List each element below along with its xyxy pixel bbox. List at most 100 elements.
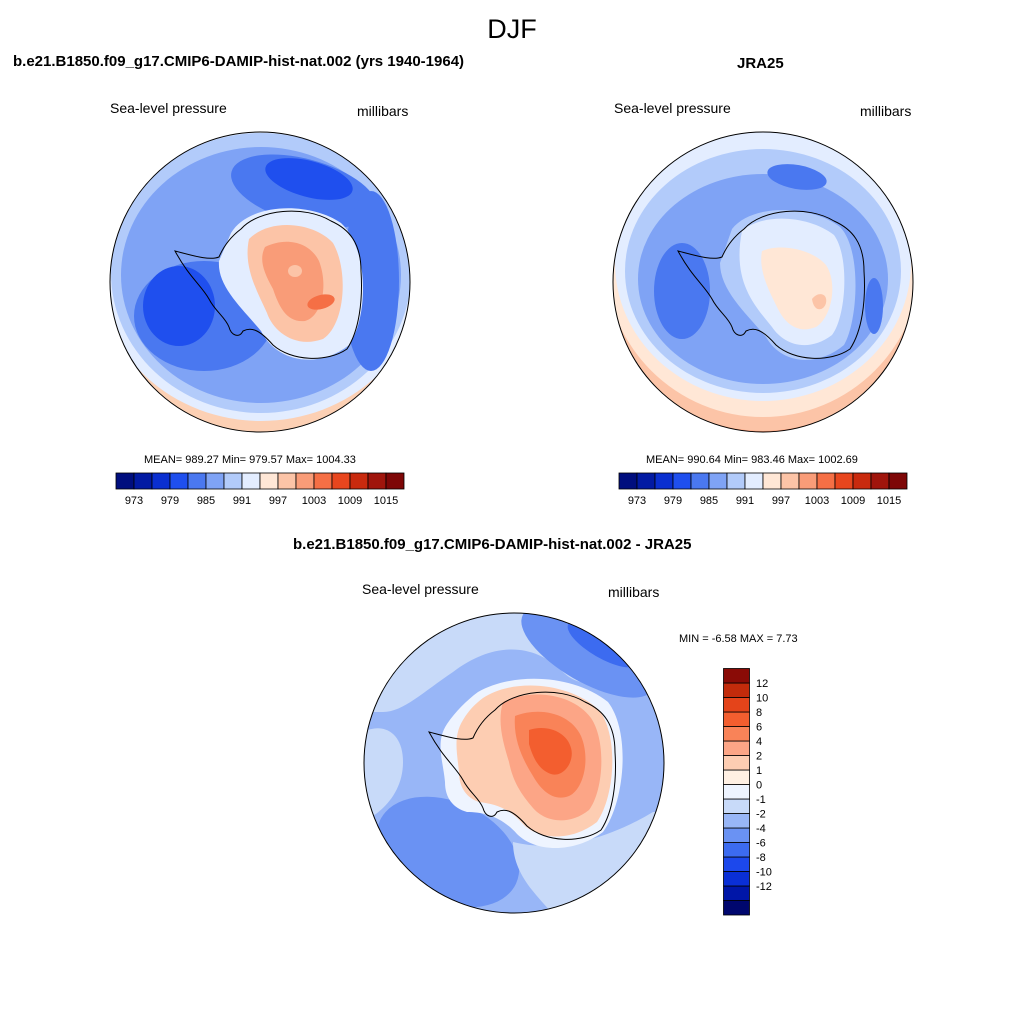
panel2-colorbar-tick-label: 997 xyxy=(772,495,790,507)
panel1-field-continent-high xyxy=(262,241,324,322)
panel3-colorbar-tick-label: 4 xyxy=(756,736,762,748)
panel3-title: b.e21.B1850.f09_g17.CMIP6-DAMIP-hist-nat… xyxy=(293,536,692,553)
panel1-colorbar: 973 979 985 991 997 1003 1009 1015 xyxy=(115,472,405,507)
panel2-map-border xyxy=(612,131,914,433)
panel3-low-north xyxy=(521,613,655,698)
panel2-colorbar-box xyxy=(672,472,692,490)
panel3-colorbar-box xyxy=(723,885,750,901)
panel1-colorbar-box xyxy=(241,472,261,490)
panel1-title: b.e21.B1850.f09_g17.CMIP6-DAMIP-hist-nat… xyxy=(13,53,465,70)
panel1-colorbar-tick-label: 997 xyxy=(269,495,287,507)
panel3-field-maximum xyxy=(529,728,572,775)
panel3-colorbar-box xyxy=(723,827,750,843)
panel2-colorbar-box xyxy=(726,472,746,490)
panel3-colorbar-box xyxy=(723,697,750,713)
panel2-colorbar-box xyxy=(618,472,638,490)
panel2-colorbar-box xyxy=(708,472,728,490)
panel2-colorbar-box xyxy=(744,472,764,490)
panel2-colorbar-tick-label: 1015 xyxy=(877,495,901,507)
panel2-colorbar-box xyxy=(690,472,710,490)
panel1-colorbar-box xyxy=(223,472,243,490)
panel2-colorbar: 973 979 985 991 997 1003 1009 1015 xyxy=(618,472,908,507)
panel1-colorbar-box xyxy=(277,472,297,490)
panel3-colorbar-box xyxy=(723,740,750,756)
panel2-colorbar-box xyxy=(654,472,674,490)
panel2-colorbar-box xyxy=(816,472,836,490)
panel1-low-west-core xyxy=(143,266,215,346)
panel3-colorbar-box xyxy=(723,842,750,858)
panel2-colorbar-box xyxy=(870,472,890,490)
panel3-colorbar-box xyxy=(723,784,750,800)
panel2-colorbar-tick-label: 973 xyxy=(628,495,646,507)
panel2-colorbar-tick-label: 985 xyxy=(700,495,718,507)
panel2-colorbar-box xyxy=(834,472,854,490)
panel1-low-north-core xyxy=(265,158,353,200)
figure-title: DJF xyxy=(487,14,537,44)
panel3-colorbar-tick-label: -1 xyxy=(756,794,766,806)
panel1-field-inner-dip xyxy=(288,265,302,277)
panel1-colorbar-box xyxy=(115,472,135,490)
panel3-colorbar-box xyxy=(723,871,750,887)
panel3-colorbar-box xyxy=(723,769,750,785)
panel3-units-label: millibars xyxy=(608,584,660,600)
panel3-colorbar-box xyxy=(723,668,750,684)
panel3-colorbar-tick-label: 2 xyxy=(756,751,762,763)
panel1-units-label: millibars xyxy=(357,103,409,119)
panel3-colorbar-tick-label: 1 xyxy=(756,765,762,777)
panel3-variable-label: Sea-level pressure xyxy=(362,581,479,597)
panel2-low-west xyxy=(654,243,710,339)
panel3-colorbar-tick-label: -6 xyxy=(756,838,766,850)
panel3-coastline xyxy=(428,691,616,840)
panel2-colorbar-box xyxy=(780,472,800,490)
panel3-colorbar-tick-label: 12 xyxy=(756,678,768,690)
panel3-colorbar-tick-label: -2 xyxy=(756,809,766,821)
panel3-colorbar-tick-label: 6 xyxy=(756,722,762,734)
panel2-colorbar-tick-label: 1009 xyxy=(841,495,865,507)
panel1-colorbar-box xyxy=(187,472,207,490)
panel2-field-maximum xyxy=(812,294,827,310)
panel2-colorbar-tick-label: 991 xyxy=(736,495,754,507)
panel1-colorbar-tick-label: 1003 xyxy=(302,495,326,507)
panel3-colorbar-tick-label: 10 xyxy=(756,693,768,705)
panel3-colorbar-box xyxy=(723,682,750,698)
panel3-field-west-weak xyxy=(364,728,403,822)
panel2-colorbar-box xyxy=(888,472,908,490)
panel1-colorbar-box xyxy=(331,472,351,490)
panel3-colorbar-box xyxy=(723,856,750,872)
panel2-colorbar-tick-label: 1003 xyxy=(805,495,829,507)
panel1-colorbar-tick-label: 985 xyxy=(197,495,215,507)
panel3-colorbar-box xyxy=(723,813,750,829)
panel1-stats: MEAN= 989.27 Min= 979.57 Max= 1004.33 xyxy=(144,454,356,466)
panel3-colorbar-tick-label: 0 xyxy=(756,780,762,792)
panel3-colorbar-box xyxy=(723,900,750,916)
panel1-colorbar-box xyxy=(295,472,315,490)
panel2-coastline xyxy=(677,210,865,359)
panel3-map xyxy=(363,612,665,914)
panel3-colorbar-box xyxy=(723,726,750,742)
panel1-colorbar-box xyxy=(205,472,225,490)
panel1-colorbar-box xyxy=(169,472,189,490)
panel1-colorbar-box xyxy=(259,472,279,490)
panel1-colorbar-tick-label: 979 xyxy=(161,495,179,507)
panel1-colorbar-tick-label: 1015 xyxy=(374,495,398,507)
panel1-colorbar-tick-label: 991 xyxy=(233,495,251,507)
panel2-colorbar-tick-label: 979 xyxy=(664,495,682,507)
panel3-colorbar-tick-label: -10 xyxy=(756,867,772,879)
panel1-colorbar-box xyxy=(133,472,153,490)
panel2-title: JRA25 xyxy=(737,55,784,72)
panel2-units-label: millibars xyxy=(860,103,912,119)
panel2-low-north xyxy=(767,164,827,190)
panel2-map xyxy=(612,131,914,433)
panel1-colorbar-box xyxy=(367,472,387,490)
panel2-colorbar-box xyxy=(798,472,818,490)
panel1-colorbar-box xyxy=(313,472,333,490)
panel1-colorbar-box xyxy=(151,472,171,490)
panel1-coastline xyxy=(174,210,362,359)
panel3-colorbar-box xyxy=(723,798,750,814)
panel3-colorbar-tick-label: -8 xyxy=(756,852,766,864)
panel2-field-continent-high xyxy=(761,247,833,330)
panel2-colorbar-box xyxy=(636,472,656,490)
panel3-colorbar-box xyxy=(723,711,750,727)
panel3-colorbar-box xyxy=(723,755,750,771)
